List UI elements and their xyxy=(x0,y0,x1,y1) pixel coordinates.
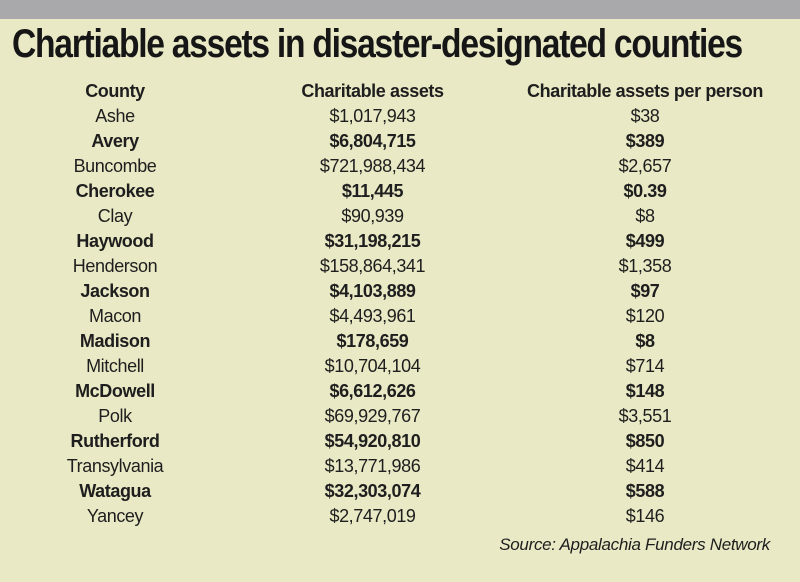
assets-cell: $721,988,434 xyxy=(319,156,426,176)
assets-cell: $4,493,961 xyxy=(329,306,416,326)
per-person-cell: $3,551 xyxy=(618,406,672,426)
per-person-cell: $0.39 xyxy=(623,181,667,201)
source-credit: Source: Appalachia Funders Network xyxy=(499,535,770,554)
assets-cell: $11,445 xyxy=(341,181,404,201)
per-person-cell: $414 xyxy=(625,456,665,476)
per-person-cell: $389 xyxy=(625,131,665,151)
county-cell: Avery xyxy=(91,131,139,151)
county-cell: Haywood xyxy=(76,231,154,251)
page-title: Chartiable assets in disaster-designated… xyxy=(12,22,743,66)
county-cell: Cherokee xyxy=(75,181,155,201)
assets-cell: $1,017,943 xyxy=(329,106,416,126)
county-cell: Clay xyxy=(97,206,133,226)
table-row: Yancey $2,747,019 $146 xyxy=(0,504,800,529)
per-person-cell: $2,657 xyxy=(618,156,672,176)
per-person-cell: $714 xyxy=(625,356,665,376)
table-header-row: County Charitable assets Charitable asse… xyxy=(0,79,800,104)
assets-cell: $10,704,104 xyxy=(324,356,421,376)
per-person-cell: $499 xyxy=(625,231,665,251)
table-row: Watagua $32,303,074 $588 xyxy=(0,479,800,504)
county-cell: McDowell xyxy=(75,381,155,401)
assets-cell: $6,804,715 xyxy=(329,131,416,151)
column-header-county: County xyxy=(85,81,145,101)
table-row: Rutherford $54,920,810 $850 xyxy=(0,429,800,454)
county-cell: Rutherford xyxy=(70,431,160,451)
table-row: Mitchell $10,704,104 $714 xyxy=(0,354,800,379)
table-row: Cherokee $11,445 $0.39 xyxy=(0,179,800,204)
per-person-cell: $8 xyxy=(635,206,655,226)
per-person-cell: $120 xyxy=(625,306,665,326)
table-row: Polk $69,929,767 $3,551 xyxy=(0,404,800,429)
per-person-cell: $97 xyxy=(630,281,660,301)
county-cell: Transylvania xyxy=(66,456,164,476)
top-gray-bar xyxy=(0,0,800,19)
table-row: Ashe $1,017,943 $38 xyxy=(0,104,800,129)
per-person-cell: $148 xyxy=(625,381,665,401)
per-person-cell: $38 xyxy=(630,106,660,126)
table-row: Clay $90,939 $8 xyxy=(0,204,800,229)
column-header-per-person: Charitable assets per person xyxy=(527,81,763,101)
assets-cell: $69,929,767 xyxy=(324,406,421,426)
table-row: Madison $178,659 $8 xyxy=(0,329,800,354)
assets-cell: $31,198,215 xyxy=(324,231,421,251)
county-cell: Ashe xyxy=(95,106,135,126)
per-person-cell: $8 xyxy=(635,331,655,351)
column-header-assets: Charitable assets xyxy=(301,81,444,101)
county-cell: Mitchell xyxy=(86,356,144,376)
table-row: Transylvania $13,771,986 $414 xyxy=(0,454,800,479)
table-row: Henderson $158,864,341 $1,358 xyxy=(0,254,800,279)
per-person-cell: $850 xyxy=(625,431,665,451)
county-cell: Yancey xyxy=(86,506,144,526)
county-cell: Macon xyxy=(88,306,142,326)
county-cell: Polk xyxy=(98,406,132,426)
county-cell: Henderson xyxy=(72,256,158,276)
assets-cell: $90,939 xyxy=(341,206,404,226)
per-person-cell: $1,358 xyxy=(618,256,672,276)
table-row: Haywood $31,198,215 $499 xyxy=(0,229,800,254)
assets-cell: $6,612,626 xyxy=(329,381,416,401)
table-row: Buncombe $721,988,434 $2,657 xyxy=(0,154,800,179)
assets-cell: $2,747,019 xyxy=(329,506,416,526)
assets-cell: $158,864,341 xyxy=(319,256,426,276)
table-row: Macon $4,493,961 $120 xyxy=(0,304,800,329)
table-row: Jackson $4,103,889 $97 xyxy=(0,279,800,304)
assets-cell: $4,103,889 xyxy=(329,281,416,301)
assets-cell: $32,303,074 xyxy=(324,481,421,501)
assets-cell: $178,659 xyxy=(336,331,409,351)
county-cell: Buncombe xyxy=(73,156,157,176)
county-cell: Madison xyxy=(79,331,151,351)
table-row: Avery $6,804,715 $389 xyxy=(0,129,800,154)
assets-cell: $13,771,986 xyxy=(324,456,421,476)
county-cell: Watagua xyxy=(79,481,151,501)
per-person-cell: $146 xyxy=(625,506,665,526)
county-cell: Jackson xyxy=(80,281,150,301)
per-person-cell: $588 xyxy=(625,481,665,501)
assets-table: County Charitable assets Charitable asse… xyxy=(0,79,800,529)
table-row: McDowell $6,612,626 $148 xyxy=(0,379,800,404)
assets-cell: $54,920,810 xyxy=(324,431,421,451)
